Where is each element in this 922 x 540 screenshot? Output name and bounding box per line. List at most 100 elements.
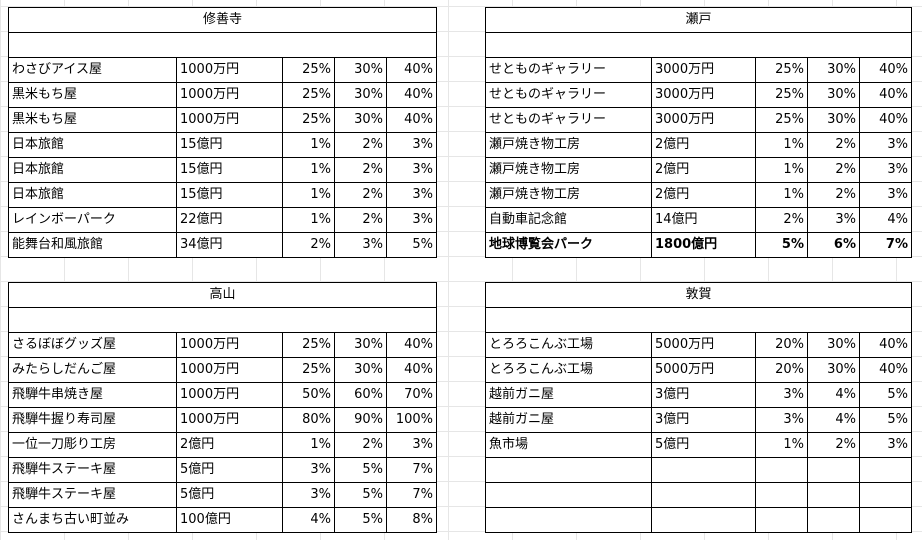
cost-cell[interactable]: 1000万円 xyxy=(176,407,283,433)
rate-mid-cell[interactable]: 30% xyxy=(807,107,860,133)
cost-cell[interactable]: 15億円 xyxy=(176,157,283,183)
facility-name-cell[interactable]: 越前ガニ屋 xyxy=(485,407,652,433)
rate-mid-cell[interactable]: 2% xyxy=(807,132,860,158)
rate-high-cell[interactable]: 40% xyxy=(859,357,912,383)
rate-mid-cell[interactable]: 2% xyxy=(807,157,860,183)
rate-high-cell[interactable]: 40% xyxy=(386,332,437,358)
cost-cell[interactable]: 2億円 xyxy=(651,132,756,158)
rate-high-cell[interactable]: 5% xyxy=(386,232,437,258)
rate-low-cell[interactable]: 25% xyxy=(755,107,808,133)
cost-cell[interactable]: 3000万円 xyxy=(651,57,756,83)
rate-low-cell[interactable]: 25% xyxy=(282,107,335,133)
cost-cell[interactable] xyxy=(651,482,756,508)
cost-cell[interactable]: 1000万円 xyxy=(176,357,283,383)
facility-name-cell[interactable]: 能舞台和風旅館 xyxy=(8,232,177,258)
facility-name-cell[interactable]: みたらしだんご屋 xyxy=(8,357,177,383)
rate-mid-cell[interactable] xyxy=(807,457,860,483)
facility-name-cell[interactable] xyxy=(485,507,652,533)
rate-high-cell[interactable]: 40% xyxy=(386,107,437,133)
cost-cell[interactable]: 5000万円 xyxy=(651,357,756,383)
cost-cell[interactable]: 3億円 xyxy=(651,382,756,408)
rate-mid-cell[interactable]: 30% xyxy=(334,107,387,133)
facility-name-cell[interactable]: 自動車記念館 xyxy=(485,207,652,233)
rate-mid-cell[interactable]: 5% xyxy=(334,507,387,533)
facility-name-cell[interactable]: さるぼぼグッズ屋 xyxy=(8,332,177,358)
cost-cell[interactable] xyxy=(651,507,756,533)
rate-low-cell[interactable]: 3% xyxy=(282,482,335,508)
facility-name-cell[interactable]: 日本旅館 xyxy=(8,182,177,208)
facility-name-cell[interactable]: 飛騨牛握り寿司屋 xyxy=(8,407,177,433)
rate-low-cell[interactable] xyxy=(755,507,808,533)
rate-high-cell[interactable]: 40% xyxy=(859,57,912,83)
facility-name-cell[interactable]: 飛騨牛串焼き屋 xyxy=(8,382,177,408)
rate-low-cell[interactable]: 2% xyxy=(282,232,335,258)
empty-cell[interactable] xyxy=(485,32,912,58)
rate-mid-cell[interactable]: 4% xyxy=(807,407,860,433)
rate-high-cell[interactable] xyxy=(859,507,912,533)
cost-cell[interactable]: 2億円 xyxy=(651,182,756,208)
rate-high-cell[interactable]: 3% xyxy=(859,432,912,458)
rate-mid-cell[interactable]: 6% xyxy=(807,232,860,258)
rate-low-cell[interactable]: 1% xyxy=(755,432,808,458)
cost-cell[interactable]: 1000万円 xyxy=(176,82,283,108)
rate-mid-cell[interactable]: 5% xyxy=(334,482,387,508)
rate-mid-cell[interactable] xyxy=(807,482,860,508)
empty-cell[interactable] xyxy=(8,307,437,333)
facility-name-cell[interactable]: せとものギャラリー xyxy=(485,107,652,133)
rate-low-cell[interactable]: 25% xyxy=(282,57,335,83)
rate-low-cell[interactable]: 25% xyxy=(755,57,808,83)
rate-mid-cell[interactable]: 3% xyxy=(334,232,387,258)
cost-cell[interactable]: 1000万円 xyxy=(176,57,283,83)
cost-cell[interactable]: 3000万円 xyxy=(651,107,756,133)
rate-high-cell[interactable]: 40% xyxy=(386,57,437,83)
cost-cell[interactable]: 34億円 xyxy=(176,232,283,258)
facility-name-cell[interactable]: 魚市場 xyxy=(485,432,652,458)
rate-low-cell[interactable]: 25% xyxy=(755,82,808,108)
rate-mid-cell[interactable]: 30% xyxy=(334,357,387,383)
rate-low-cell[interactable]: 3% xyxy=(282,457,335,483)
rate-high-cell[interactable]: 3% xyxy=(859,182,912,208)
rate-mid-cell[interactable]: 2% xyxy=(334,132,387,158)
rate-mid-cell[interactable] xyxy=(807,507,860,533)
table-title[interactable]: 瀬戸 xyxy=(485,7,912,33)
cost-cell[interactable]: 3億円 xyxy=(651,407,756,433)
cost-cell[interactable]: 1000万円 xyxy=(176,332,283,358)
rate-low-cell[interactable]: 1% xyxy=(282,207,335,233)
rate-low-cell[interactable]: 3% xyxy=(755,382,808,408)
rate-high-cell[interactable]: 5% xyxy=(859,382,912,408)
cost-cell[interactable]: 1800億円 xyxy=(651,232,756,258)
cost-cell[interactable]: 5億円 xyxy=(651,432,756,458)
rate-mid-cell[interactable]: 2% xyxy=(334,182,387,208)
rate-high-cell[interactable]: 7% xyxy=(386,457,437,483)
rate-high-cell[interactable]: 3% xyxy=(859,132,912,158)
rate-low-cell[interactable]: 1% xyxy=(755,157,808,183)
rate-high-cell[interactable]: 3% xyxy=(386,207,437,233)
rate-high-cell[interactable]: 3% xyxy=(386,432,437,458)
rate-low-cell[interactable]: 1% xyxy=(282,157,335,183)
facility-name-cell[interactable]: とろろこんぶ工場 xyxy=(485,332,652,358)
rate-low-cell[interactable]: 3% xyxy=(755,407,808,433)
rate-high-cell[interactable]: 7% xyxy=(859,232,912,258)
rate-low-cell[interactable]: 1% xyxy=(282,182,335,208)
facility-name-cell[interactable]: 瀬戸焼き物工房 xyxy=(485,182,652,208)
rate-mid-cell[interactable]: 4% xyxy=(807,382,860,408)
facility-name-cell[interactable]: 日本旅館 xyxy=(8,157,177,183)
rate-high-cell[interactable]: 7% xyxy=(386,482,437,508)
facility-name-cell[interactable]: 飛騨牛ステーキ屋 xyxy=(8,482,177,508)
facility-name-cell[interactable]: 日本旅館 xyxy=(8,132,177,158)
rate-high-cell[interactable]: 3% xyxy=(386,157,437,183)
rate-low-cell[interactable]: 1% xyxy=(282,432,335,458)
rate-mid-cell[interactable]: 30% xyxy=(334,57,387,83)
rate-low-cell[interactable]: 4% xyxy=(282,507,335,533)
facility-name-cell[interactable] xyxy=(485,457,652,483)
cost-cell[interactable] xyxy=(651,457,756,483)
facility-name-cell[interactable]: 瀬戸焼き物工房 xyxy=(485,132,652,158)
rate-high-cell[interactable]: 40% xyxy=(386,357,437,383)
rate-mid-cell[interactable]: 30% xyxy=(807,332,860,358)
rate-mid-cell[interactable]: 30% xyxy=(807,357,860,383)
rate-high-cell[interactable]: 100% xyxy=(386,407,437,433)
rate-low-cell[interactable]: 1% xyxy=(755,182,808,208)
rate-mid-cell[interactable]: 30% xyxy=(334,82,387,108)
rate-low-cell[interactable] xyxy=(755,482,808,508)
facility-name-cell[interactable]: 黒米もち屋 xyxy=(8,82,177,108)
